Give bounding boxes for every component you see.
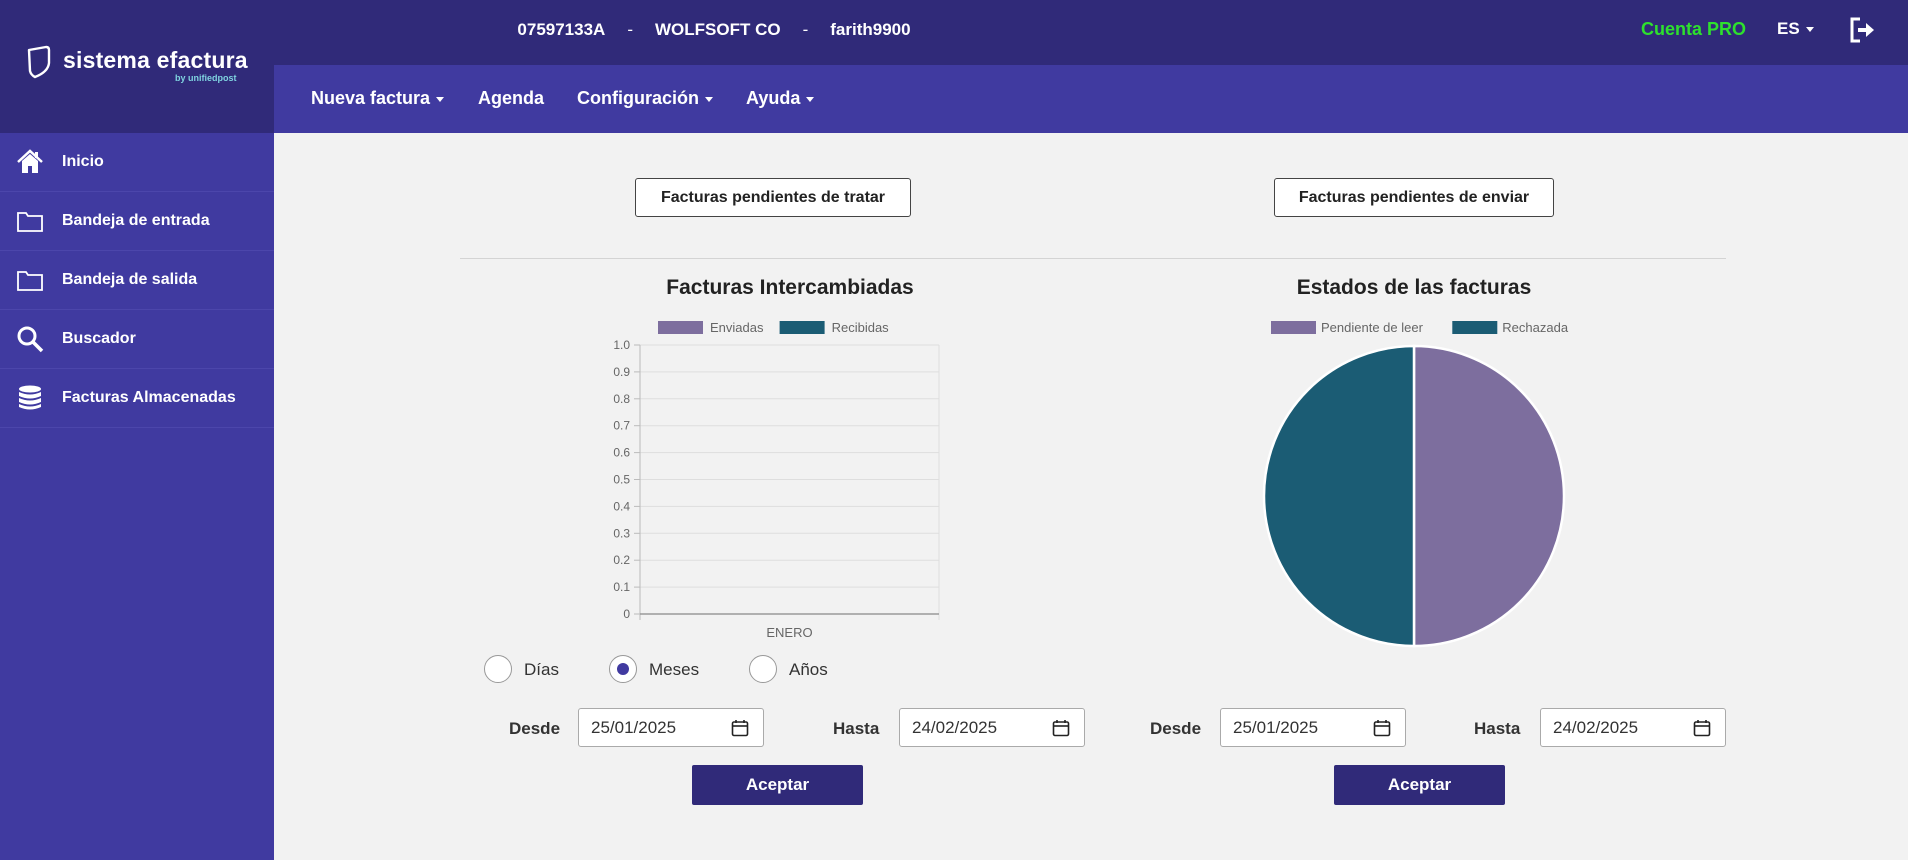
account-id: 07597133A: [517, 20, 606, 39]
company-name: WOLFSOFT CO: [655, 20, 781, 39]
radio-anos[interactable]: [749, 655, 777, 683]
pending-send-button[interactable]: Facturas pendientes de enviar: [1274, 178, 1554, 217]
y-tick-label: 0.4: [613, 499, 630, 513]
y-tick-label: 0.5: [613, 473, 630, 487]
y-tick-label: 1.0: [613, 338, 630, 352]
logout-icon[interactable]: [1848, 16, 1876, 44]
legend-swatch: [658, 321, 703, 334]
desde-date-input[interactable]: 25/01/2025: [578, 708, 764, 747]
y-tick-label: 0.2: [613, 553, 630, 567]
chevron-down-icon: [705, 96, 713, 102]
radio-meses[interactable]: [609, 655, 637, 683]
brand-logo[interactable]: sistema efactura by unifiedpost: [0, 0, 274, 133]
date-value: 25/01/2025: [591, 717, 677, 737]
nav-agenda[interactable]: Agenda: [478, 88, 544, 109]
chevron-down-icon: [436, 96, 445, 102]
sidebar-item-bandeja-entrada[interactable]: Bandeja de entrada: [0, 192, 274, 251]
legend-swatch: [779, 321, 825, 334]
y-tick-label: 0.3: [613, 526, 630, 540]
sidebar-item-inicio[interactable]: Inicio: [0, 133, 274, 192]
radio-label-dias: Días: [524, 660, 559, 679]
hasta-date-input[interactable]: 24/02/2025: [899, 708, 1085, 747]
sidebar-item-label: Buscador: [62, 330, 136, 347]
username: farith9900: [830, 20, 911, 39]
nav-ayuda[interactable]: Ayuda: [746, 88, 815, 109]
y-tick-label: 0.1: [613, 580, 630, 594]
sidebar-item-label: Inicio: [62, 153, 104, 170]
legend-label: Pendiente de leer: [1321, 320, 1424, 335]
legend-swatch: [1452, 321, 1498, 334]
sidebar-item-buscador[interactable]: Buscador: [0, 310, 274, 369]
legend-label: Rechazada: [1502, 320, 1569, 335]
x-tick-label: ENERO: [766, 625, 812, 640]
pie-slice: [1412, 344, 1566, 648]
nav-nueva-factura[interactable]: Nueva factura: [311, 88, 445, 109]
shield-logo-icon: [27, 45, 51, 79]
y-tick-label: 0.8: [613, 392, 630, 406]
accept-button-right[interactable]: Aceptar: [1334, 765, 1505, 805]
hasta-label: Hasta: [833, 719, 880, 738]
desde-label: Desde: [509, 719, 561, 738]
pie-slice: [1262, 344, 1416, 648]
sidebar: Inicio Bandeja de entrada Bandeja de sal…: [0, 133, 274, 860]
y-tick-label: 0.6: [613, 446, 630, 460]
nav-label: Nueva factura: [311, 88, 431, 108]
database-icon: [19, 385, 41, 410]
sidebar-item-label: Bandeja de entrada: [62, 212, 210, 229]
date-value: 24/02/2025: [1553, 717, 1639, 737]
chevron-down-icon: [1805, 27, 1814, 33]
top-header: [0, 0, 1908, 65]
nav-label: Ayuda: [746, 88, 801, 108]
brand-name: sistema efactura: [63, 47, 248, 73]
date-value: 25/01/2025: [1233, 717, 1319, 737]
sidebar-item-label: Facturas Almacenadas: [62, 389, 236, 406]
hasta-date-input[interactable]: 24/02/2025: [1540, 708, 1726, 747]
desde-label: Desde: [1150, 719, 1202, 738]
hasta-label: Hasta: [1474, 719, 1521, 738]
pending-process-button[interactable]: Facturas pendientes de tratar: [635, 178, 911, 217]
legend-label: Recibidas: [832, 320, 890, 335]
y-tick-label: 0.9: [613, 365, 630, 379]
calendar-icon[interactable]: [1373, 719, 1391, 737]
accept-button-left[interactable]: Aceptar: [692, 765, 863, 805]
language-label: ES: [1777, 19, 1800, 38]
desde-date-input[interactable]: 25/01/2025: [1220, 708, 1406, 747]
search-icon: [17, 326, 44, 353]
calendar-icon[interactable]: [731, 719, 749, 737]
separator: -: [802, 20, 809, 39]
radio-label-meses: Meses: [649, 660, 700, 679]
account-info: 07597133A - WOLFSOFT CO - farith9900: [274, 0, 1154, 60]
home-icon: [17, 149, 43, 173]
folder-icon: [17, 212, 43, 232]
legend-swatch: [1271, 321, 1316, 334]
folder-icon: [17, 271, 43, 291]
main-nav: Nueva factura Agenda Configuración Ayuda: [274, 65, 1908, 133]
brand-sub: by unifiedpost: [175, 73, 237, 83]
legend-label: Enviadas: [710, 320, 764, 335]
y-tick-label: 0: [623, 607, 630, 621]
chevron-down-icon: [806, 96, 815, 102]
calendar-icon[interactable]: [1693, 719, 1711, 737]
account-type-badge[interactable]: Cuenta PRO: [1641, 19, 1747, 39]
sidebar-item-bandeja-salida[interactable]: Bandeja de salida: [0, 251, 274, 310]
divider: [460, 258, 1726, 259]
calendar-icon[interactable]: [1052, 719, 1070, 737]
separator: -: [627, 20, 633, 39]
nav-label: Agenda: [478, 88, 545, 108]
sidebar-item-label: Bandeja de salida: [62, 271, 198, 288]
radio-dias[interactable]: [484, 655, 512, 683]
radio-label-anos: Años: [789, 660, 828, 679]
y-tick-label: 0.7: [613, 419, 630, 433]
language-selector[interactable]: ES: [1777, 19, 1814, 39]
chart-title-estados: Estados de las facturas: [1296, 276, 1532, 299]
date-value: 24/02/2025: [912, 717, 998, 737]
sidebar-item-facturas-almacenadas[interactable]: Facturas Almacenadas: [0, 369, 274, 428]
nav-label: Configuración: [577, 88, 699, 108]
nav-configuracion[interactable]: Configuración: [577, 88, 713, 109]
chart-title-intercambiadas: Facturas Intercambiadas: [666, 276, 914, 299]
